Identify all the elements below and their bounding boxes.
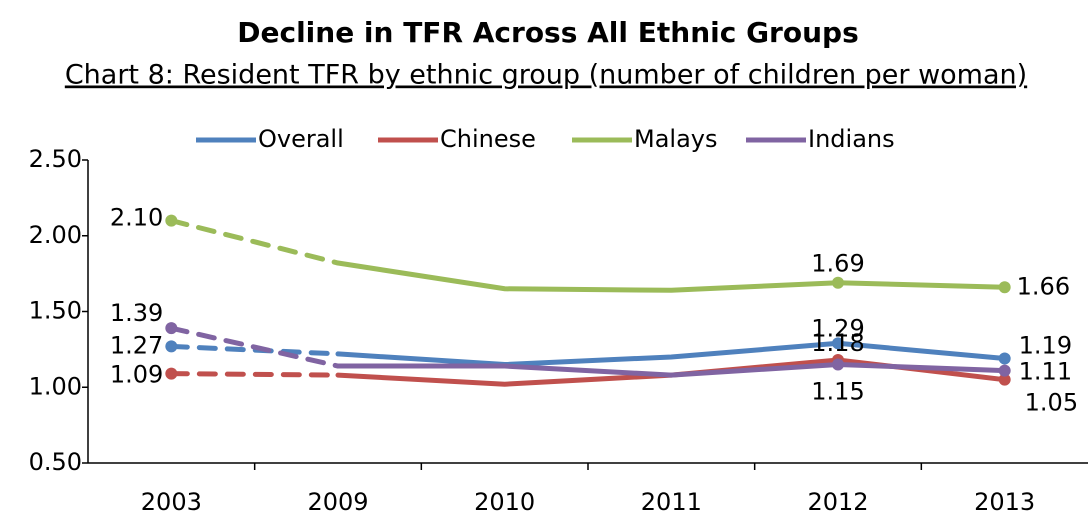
legend-label: Indians (808, 125, 895, 153)
point (832, 337, 844, 350)
legend-label: Chinese (440, 125, 536, 153)
data-label: 1.15 (811, 378, 864, 406)
line-series (335, 362, 1008, 378)
data-label: 1.66 (1017, 272, 1070, 300)
point (165, 322, 178, 335)
point (165, 367, 178, 380)
point (998, 352, 1011, 365)
x-tick-label: 2003 (141, 488, 202, 515)
data-label: 2.10 (110, 204, 163, 232)
line-series (335, 340, 1008, 368)
data-label: 1.69 (811, 250, 864, 278)
x-tick-label: 2013 (974, 488, 1035, 515)
x-tick-label: 2012 (807, 488, 868, 515)
point (165, 214, 178, 227)
chart-subtitle: Chart 8: Resident TFR by ethnic group (n… (65, 60, 1027, 91)
y-tick-label: 1.00 (29, 372, 82, 400)
chart-title: Decline in TFR Across All Ethnic Groups (237, 16, 859, 49)
line-series (168, 343, 341, 357)
point (998, 373, 1011, 386)
y-tick-label: 2.00 (29, 221, 82, 249)
y-tick-label: 2.50 (29, 145, 82, 173)
point (165, 340, 178, 353)
legend-label: Malays (634, 125, 718, 153)
data-label: 1.29 (811, 314, 864, 342)
data-label: 1.09 (110, 361, 163, 389)
data-label: 1.11 (1019, 358, 1072, 386)
x-tick-label: 2011 (641, 488, 702, 515)
line-series (168, 325, 341, 369)
point (832, 358, 844, 371)
data-label: 1.27 (110, 331, 163, 359)
x-tick-label: 2009 (307, 488, 368, 515)
y-tick-label: 0.50 (29, 448, 82, 476)
x-tick-label: 2010 (474, 488, 535, 515)
data-label: 1.05 (1025, 389, 1078, 417)
line-series (168, 371, 341, 378)
data-label: 1.18 (811, 329, 864, 357)
point (832, 276, 844, 289)
point (998, 364, 1011, 377)
data-label: 1.19 (1019, 331, 1072, 359)
y-tick-label: 1.50 (29, 297, 82, 325)
data-label: 1.39 (110, 299, 163, 327)
legend-label: Overall (258, 125, 344, 153)
point (998, 281, 1011, 294)
line-series (168, 218, 341, 266)
line-series (335, 260, 1008, 293)
